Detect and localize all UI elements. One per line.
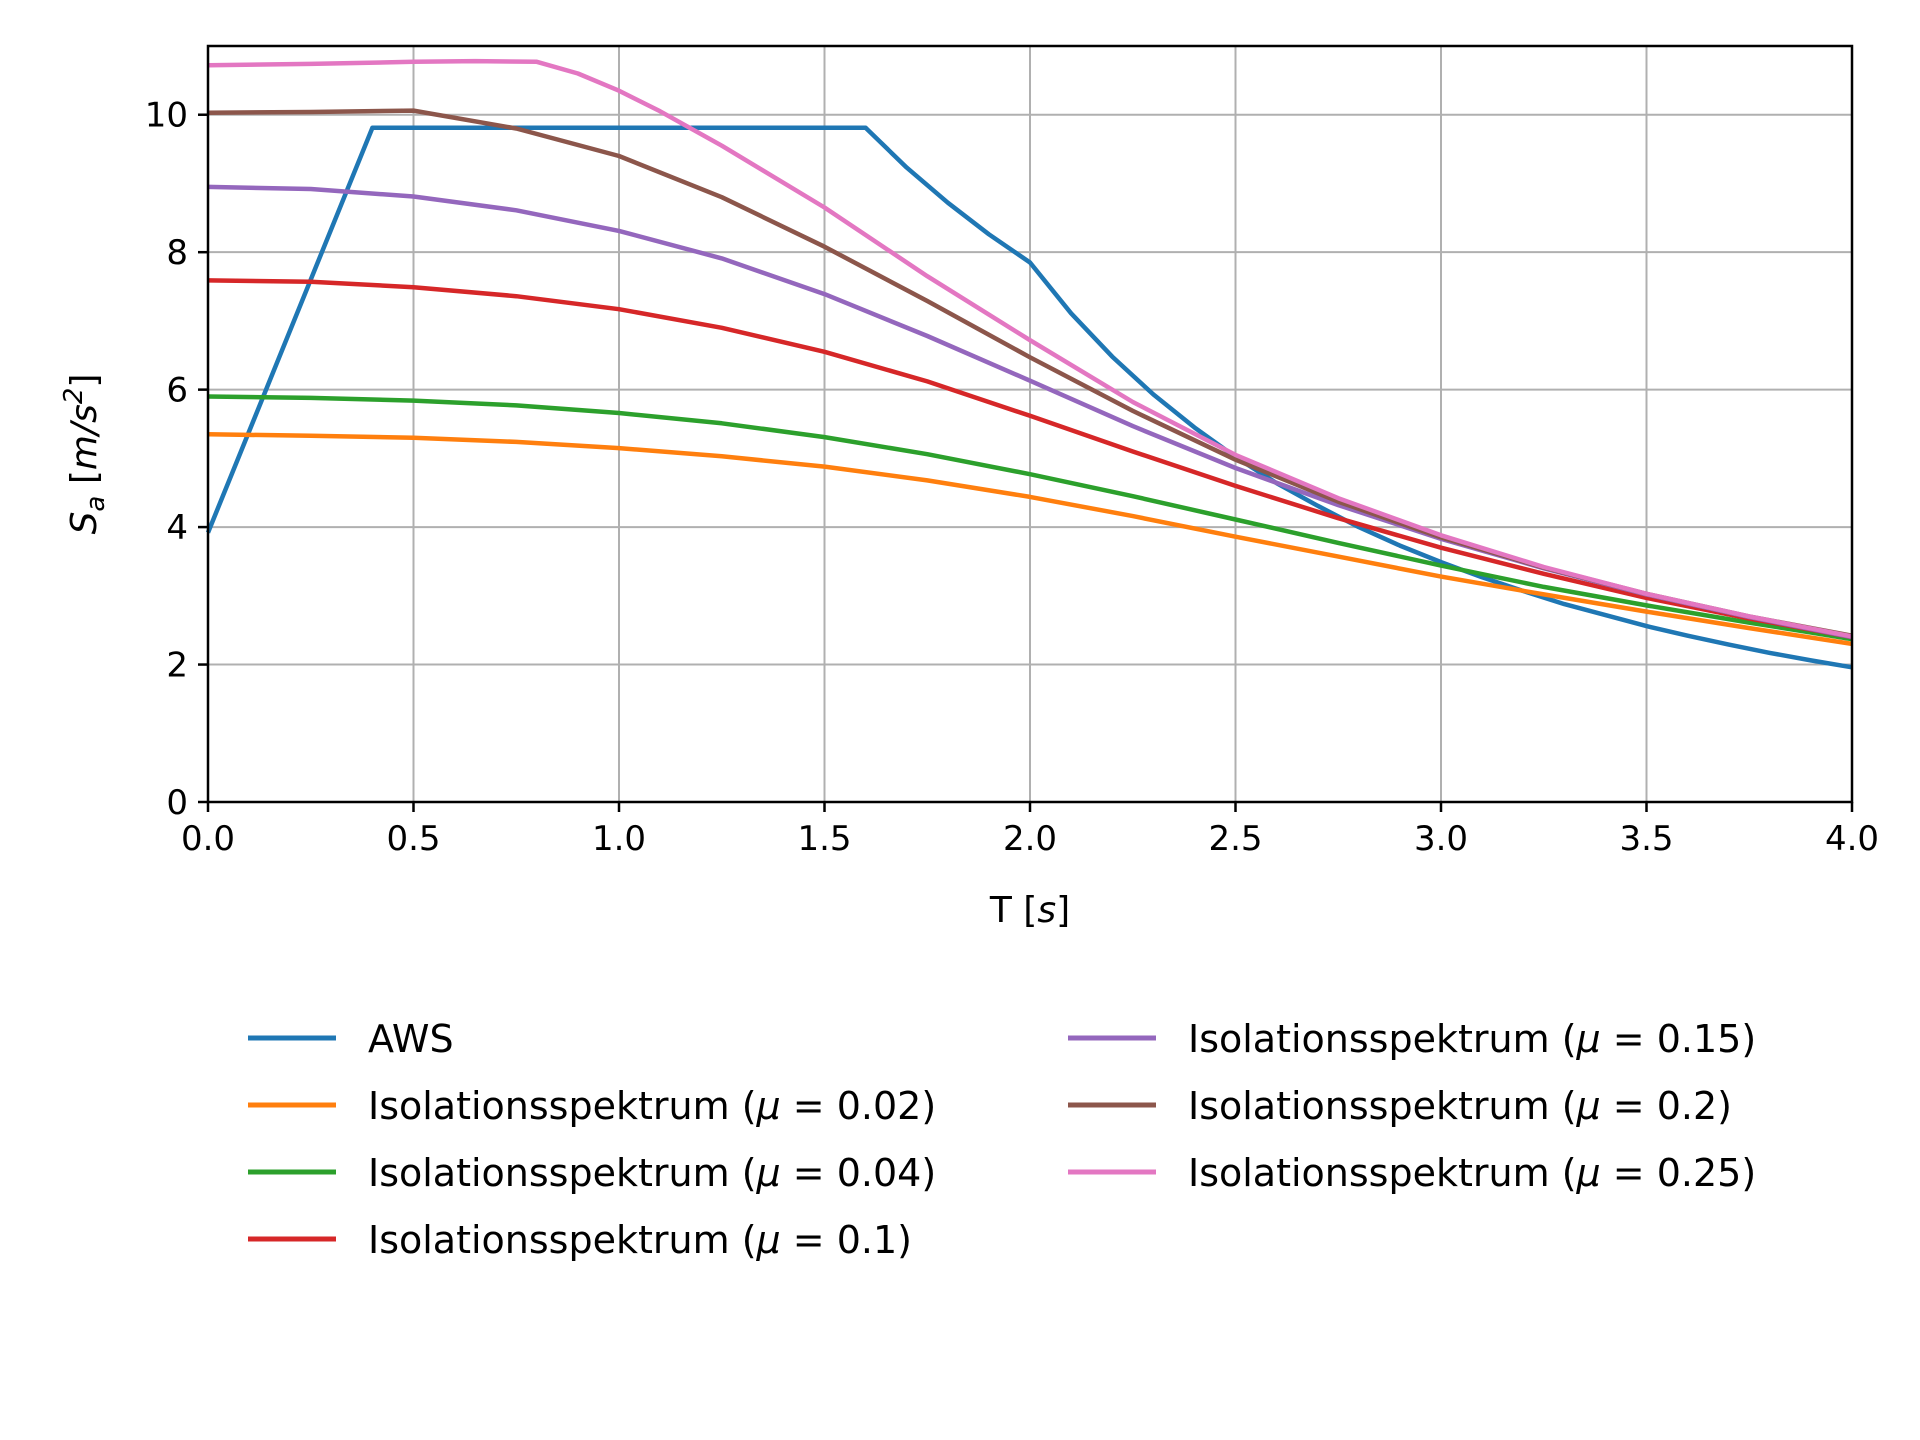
series-line-isolationsspektrum-0.02-	[207, 432, 1853, 647]
series-line-aws	[205, 125, 1853, 670]
y-tick-label: 2	[166, 646, 188, 686]
legend-label: AWS	[368, 1017, 454, 1061]
y-tick-label: 6	[166, 371, 188, 411]
series-line-isolationsspektrum-0.25-	[207, 58, 1853, 639]
series-lines	[205, 58, 1853, 670]
legend-item: Isolationsspektrum (μ = 0.2)	[1068, 1084, 1732, 1128]
x-tick-label: 1.0	[592, 819, 646, 859]
legend-item: Isolationsspektrum (μ = 0.02)	[248, 1084, 936, 1128]
y-tick-label: 4	[166, 508, 188, 548]
x-tick-label: 0.5	[386, 819, 440, 859]
legend-label: Isolationsspektrum (μ = 0.04)	[368, 1151, 936, 1195]
grid-lines	[207, 46, 1853, 803]
x-tick-label: 0.0	[181, 819, 235, 859]
series-line-isolationsspektrum-0.04-	[207, 394, 1853, 642]
axis-ticks: 0.0 0.5 1.0 1.5 2.0 2.5 3.0 3.5 4.0 0 2 4 6 8 10	[145, 96, 1879, 859]
legend-item: Isolationsspektrum (μ = 0.04)	[248, 1151, 936, 1195]
y-axis-label-main: S	[64, 512, 105, 535]
x-tick-label: 4.0	[1825, 819, 1879, 859]
x-tick-label: 3.0	[1414, 819, 1468, 859]
y-axis-label: Sa [m/s2]	[59, 374, 111, 535]
legend-item: Isolationsspektrum (μ = 0.15)	[1068, 1017, 1756, 1061]
series-line-isolationsspektrum-0.1-	[207, 278, 1853, 640]
legend-label: Isolationsspektrum (μ = 0.1)	[368, 1218, 912, 1262]
x-axis-label: T [s]	[989, 890, 1070, 931]
x-tick-label: 3.5	[1619, 819, 1673, 859]
y-axis-label-sub: a	[81, 496, 111, 512]
y-axis-label-exp: 2	[59, 388, 89, 405]
legend-item: Isolationsspektrum (μ = 0.25)	[1068, 1151, 1756, 1195]
legend-label: Isolationsspektrum (μ = 0.2)	[1188, 1084, 1732, 1128]
legend-label: Isolationsspektrum (μ = 0.15)	[1188, 1017, 1756, 1061]
x-axis-label-unit: s	[1037, 890, 1056, 931]
legend-label: Isolationsspektrum (μ = 0.25)	[1188, 1151, 1756, 1195]
y-axis-label-unit: m/s	[64, 404, 105, 470]
x-tick-label: 2.5	[1208, 819, 1262, 859]
x-tick-label: 2.0	[1003, 819, 1057, 859]
legend-item: Isolationsspektrum (μ = 0.1)	[248, 1218, 912, 1262]
y-tick-label: 8	[166, 233, 188, 273]
y-tick-label: 0	[166, 783, 188, 823]
y-tick-label: 10	[145, 96, 188, 136]
legend: AWS Isolationsspektrum (μ = 0.02) Isolatio…	[248, 1017, 1756, 1262]
legend-item: AWS	[248, 1017, 454, 1061]
x-axis-label-main: T	[989, 890, 1023, 931]
legend-label: Isolationsspektrum (μ = 0.02)	[368, 1084, 936, 1128]
x-tick-label: 1.5	[797, 819, 851, 859]
